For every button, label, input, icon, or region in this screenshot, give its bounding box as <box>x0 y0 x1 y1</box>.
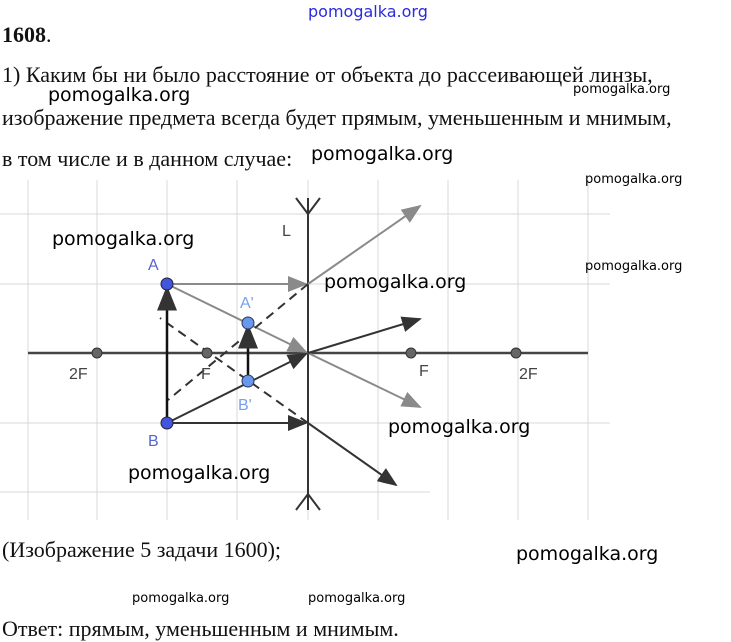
watermark: pomogalka.org <box>573 82 671 97</box>
text-line-1: 1) Каким бы ни было расстояние от объект… <box>2 62 653 87</box>
answer: Ответ: прямым, уменьшенным и мнимым. <box>2 616 399 641</box>
ray-a-center-out <box>307 352 422 408</box>
label-b: B <box>148 433 159 450</box>
watermark: pomogalka.org <box>48 84 191 106</box>
ray-a-refracted <box>307 204 422 285</box>
point-b <box>160 416 174 430</box>
watermark: pomogalka.org <box>308 591 406 606</box>
watermark: pomogalka.org <box>132 591 230 606</box>
label-left-2f: 2F <box>69 366 88 383</box>
watermark: pomogalka.org <box>311 143 454 165</box>
header-watermark[interactable]: pomogalka.org <box>308 2 428 21</box>
watermark: pomogalka.org <box>388 416 531 438</box>
point-a <box>160 277 174 291</box>
ray-b-center-out <box>307 316 422 354</box>
ray-b-virtual <box>159 317 309 424</box>
lens-label: L <box>282 223 291 240</box>
label-right-f: F <box>419 363 429 380</box>
rays <box>157 204 422 487</box>
problem-dot: . <box>46 22 52 47</box>
label-a: A <box>148 257 159 274</box>
label-a-image: A' <box>240 295 254 312</box>
watermark: pomogalka.org <box>516 543 659 565</box>
problem-number-text: 1608 <box>2 22 46 47</box>
point-a-image <box>241 316 255 330</box>
text-line-3: в том числе и в данном случае: <box>2 146 293 171</box>
watermark: pomogalka.org <box>52 228 195 250</box>
text-line-2: изображение предмета всегда будет прямым… <box>2 105 672 130</box>
label-b-image: B' <box>238 397 252 414</box>
point-b-image <box>241 374 255 388</box>
watermark: pomogalka.org <box>585 259 683 274</box>
label-left-f: F <box>201 366 211 383</box>
ray-b-refracted <box>307 422 398 487</box>
focus-points <box>91 347 522 359</box>
ray-b-center <box>166 353 308 424</box>
label-right-2f: 2F <box>519 366 538 383</box>
watermark: pomogalka.org <box>585 172 683 187</box>
watermark: pomogalka.org <box>324 271 467 293</box>
ray-a-center <box>166 283 308 353</box>
watermark: pomogalka.org <box>128 462 271 484</box>
caption: (Изображение 5 задачи 1600); <box>2 537 282 562</box>
problem-number: 1608. <box>2 22 52 48</box>
